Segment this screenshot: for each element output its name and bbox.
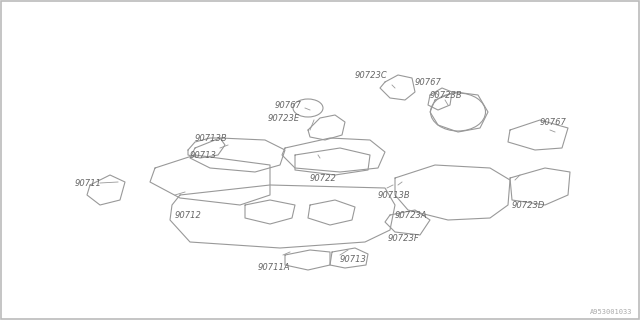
Text: 90767: 90767 <box>275 100 302 109</box>
Text: 90712: 90712 <box>175 211 202 220</box>
Text: 90723F: 90723F <box>388 234 420 243</box>
Text: 90711: 90711 <box>75 179 102 188</box>
Text: 90723B: 90723B <box>430 91 463 100</box>
Text: 90722: 90722 <box>310 173 337 182</box>
Text: A953001033: A953001033 <box>589 309 632 315</box>
Text: 90723A: 90723A <box>395 211 428 220</box>
Text: 90723E: 90723E <box>268 114 300 123</box>
Text: 90713B: 90713B <box>378 190 411 199</box>
Text: 90723C: 90723C <box>355 70 388 79</box>
Text: 90723D: 90723D <box>512 201 545 210</box>
Text: 90713: 90713 <box>190 150 217 159</box>
Text: 90767: 90767 <box>415 77 442 86</box>
Text: 90711A: 90711A <box>258 263 291 273</box>
Text: 90767: 90767 <box>540 117 567 126</box>
Text: 90713B: 90713B <box>195 133 228 142</box>
Text: 90713: 90713 <box>340 255 367 265</box>
